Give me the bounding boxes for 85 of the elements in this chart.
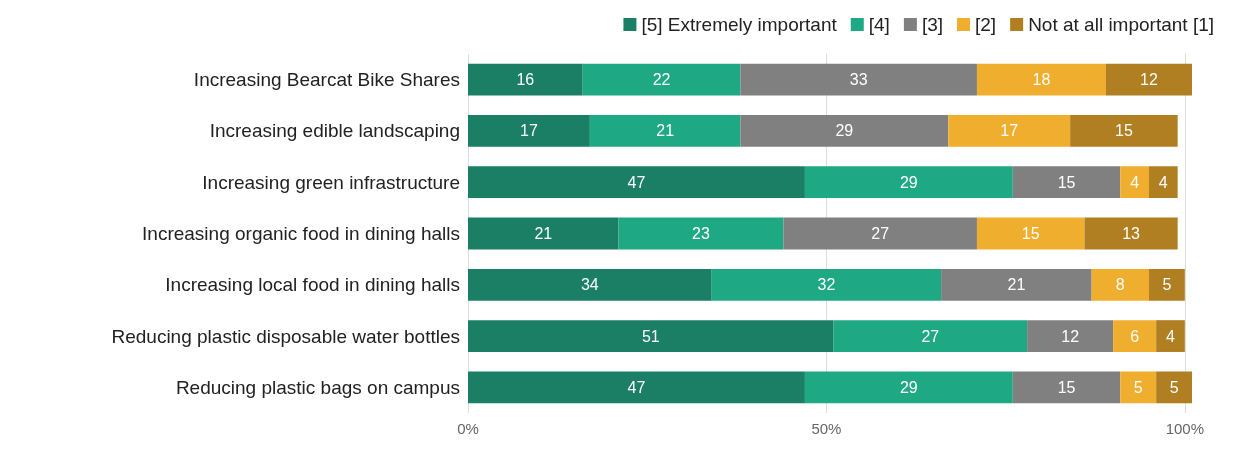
bar — [1113, 320, 1157, 352]
bar — [1012, 166, 1121, 199]
legend-label: [4] — [868, 14, 890, 35]
data-label: 21 — [534, 225, 553, 242]
data-label: 8 — [1115, 276, 1125, 294]
data-label: 12 — [1140, 71, 1158, 89]
data-label: 4 — [1158, 173, 1168, 191]
data-label: 5 — [1133, 378, 1143, 396]
data-label: 6 — [1130, 327, 1140, 345]
data-label: 21 — [656, 122, 675, 140]
bar — [948, 115, 1071, 147]
data-label: 23 — [692, 225, 710, 242]
data-label: 12 — [1061, 327, 1080, 345]
data-label: 17 — [520, 122, 538, 140]
bar — [976, 63, 1106, 96]
bar — [976, 217, 1085, 250]
bar — [804, 371, 1013, 404]
data-label: 27 — [871, 225, 890, 242]
x-tick-label: 50% — [811, 420, 842, 437]
bar — [582, 63, 741, 96]
bar — [1070, 115, 1178, 147]
bar — [1156, 320, 1185, 352]
bar — [468, 320, 834, 352]
data-label: 15 — [1057, 173, 1076, 191]
bar — [1120, 166, 1149, 199]
data-label: 5 — [1162, 276, 1172, 294]
data-label: 51 — [641, 327, 660, 345]
bar — [833, 320, 1028, 352]
data-label: 15 — [1057, 378, 1076, 396]
data-label: 15 — [1115, 122, 1133, 140]
data-label: 33 — [849, 71, 868, 89]
bar — [468, 268, 712, 301]
legend-label: [5] Extremely important — [641, 14, 838, 35]
data-label: 29 — [835, 122, 854, 140]
y-tick-label: Increasing local food in dining halls — [165, 274, 460, 296]
bar — [1148, 268, 1185, 301]
bar — [1156, 371, 1192, 404]
bar — [1120, 371, 1157, 404]
bar — [1084, 217, 1178, 250]
y-tick-label: Reducing plastic disposable water bottles — [111, 325, 460, 347]
bar — [589, 115, 741, 147]
bar — [941, 268, 1092, 301]
data-label: 15 — [1021, 225, 1040, 242]
data-label: 34 — [580, 276, 599, 294]
bar — [1012, 371, 1121, 404]
x-tick-label: 0% — [457, 420, 479, 437]
y-tick-label: Increasing organic food in dining halls — [142, 223, 460, 244]
data-label: 22 — [652, 71, 671, 89]
y-tick-label: Increasing Bearcat Bike Shares — [193, 69, 460, 91]
data-label: 47 — [627, 378, 646, 396]
data-label: 18 — [1032, 71, 1051, 89]
data-label: 29 — [899, 378, 918, 396]
data-label: 4 — [1166, 327, 1176, 345]
legend-label: [3] — [921, 14, 944, 35]
bar — [804, 166, 1013, 199]
bar — [1105, 63, 1192, 96]
data-label: 5 — [1169, 378, 1179, 396]
data-label: 32 — [817, 276, 836, 294]
data-label: 4 — [1130, 173, 1140, 191]
data-label: 17 — [1000, 122, 1019, 140]
bar — [1091, 268, 1149, 301]
data-label: 16 — [516, 71, 535, 89]
legend-label: [2] — [975, 14, 997, 35]
bar — [468, 371, 805, 404]
bar — [1027, 320, 1114, 352]
data-label: 27 — [921, 327, 940, 345]
bar — [740, 115, 949, 147]
y-tick-label: Increasing edible landscaping — [209, 120, 460, 142]
legend-label: Not at all important [1] — [1028, 14, 1215, 35]
bar — [711, 268, 942, 301]
bar — [468, 166, 805, 199]
data-label: 13 — [1122, 225, 1141, 242]
data-label: 47 — [627, 173, 646, 191]
bar — [740, 63, 977, 96]
bar — [468, 217, 619, 250]
bar — [468, 115, 590, 147]
data-label: 29 — [899, 173, 918, 191]
bar — [618, 217, 784, 250]
x-tick-label: 100% — [1165, 420, 1205, 437]
y-tick-label: Reducing plastic bags on campus — [175, 376, 460, 398]
bar — [1148, 166, 1178, 199]
data-label: 21 — [1007, 276, 1026, 294]
bar — [468, 63, 583, 96]
y-tick-label: Increasing green infrastructure — [202, 171, 460, 193]
bar — [783, 217, 977, 250]
